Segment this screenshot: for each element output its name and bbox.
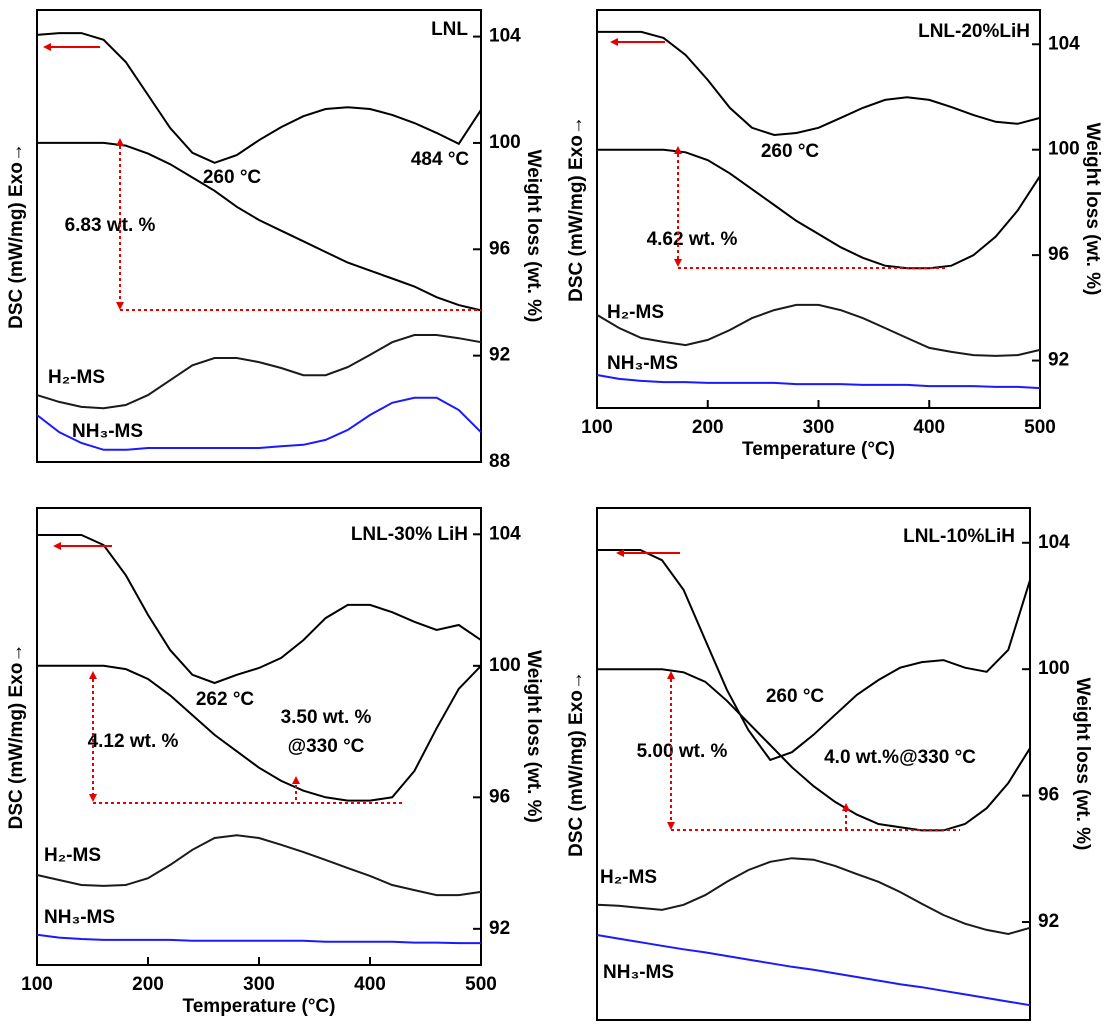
series-label: H₂-MS (600, 867, 657, 888)
y2-tick-label: 104 (489, 523, 521, 544)
annotation: 6.83 wt. % (65, 215, 156, 236)
annotation: 4.62 wt. % (647, 229, 738, 250)
y2-tick-label: 100 (489, 655, 521, 676)
y2-tick-label: 96 (1048, 244, 1069, 265)
y2-tick-label: 92 (489, 345, 510, 366)
y-axis-label: DSC (mW/mg) Exo→ (6, 143, 27, 329)
x-axis-label: Temperature (°C) (742, 439, 895, 460)
y-axis-label: DSC (mW/mg) Exo→ (566, 116, 587, 302)
series-line (36, 834, 482, 897)
y2-tick-label: 88 (489, 451, 510, 472)
annotation: 4.12 wt. % (88, 731, 179, 752)
y2-axis-label: Weight loss (wt. %) (1082, 123, 1103, 296)
plot-frame (596, 507, 1031, 1021)
y2-tick-label: 100 (1048, 139, 1080, 160)
plot-frame (36, 9, 482, 463)
x-axis-label: Temperature (°C) (183, 996, 336, 1017)
series-line (596, 303, 1041, 357)
y2-tick-label: 96 (489, 786, 510, 807)
series-label: NH₃-MS (44, 907, 115, 928)
annotation: 4.0 wt.%@330 °C (824, 747, 976, 768)
series-label: NH₃-MS (72, 421, 143, 442)
y2-tick-label: 96 (489, 238, 510, 259)
panel-title: LNL (431, 19, 468, 40)
series-line (597, 549, 1031, 762)
x-tick-label: 400 (354, 974, 386, 995)
x-tick-label: 100 (581, 417, 613, 438)
annotation: 262 °C (196, 689, 255, 710)
panel-title: LNL-30% LiH (351, 524, 468, 545)
y2-tick-label: 100 (489, 132, 521, 153)
y2-tick-label: 104 (1038, 532, 1070, 553)
x-tick-label: 500 (1024, 417, 1056, 438)
series-label: H₂-MS (48, 367, 105, 388)
x-tick-label: 300 (243, 974, 275, 995)
y2-tick-label: 96 (1038, 785, 1059, 806)
annotation: @330 °C (288, 736, 365, 757)
panel-title: LNL-10%LiH (903, 526, 1015, 547)
x-tick-label: 300 (803, 417, 835, 438)
series-line (596, 857, 1031, 936)
series-line (36, 396, 482, 451)
series-line (36, 933, 481, 945)
y2-tick-label: 100 (1038, 658, 1070, 679)
y2-axis-label: Weight loss (wt. %) (1072, 678, 1093, 851)
series-line (596, 934, 1031, 1007)
y-axis-label: DSC (mW/mg) Exo→ (566, 671, 587, 857)
series-label: H₂-MS (44, 845, 101, 866)
annotation: 260 °C (766, 686, 825, 707)
series-line (596, 374, 1041, 390)
y2-tick-label: 92 (1038, 911, 1059, 932)
annotation: 5.00 wt. % (637, 741, 728, 762)
annotation: 260 °C (203, 167, 262, 188)
annotation: 484 °C (411, 149, 470, 170)
x-tick-label: 100 (21, 974, 53, 995)
plot-frame (596, 9, 1041, 409)
x-tick-label: 500 (465, 974, 497, 995)
series-line (597, 668, 1031, 832)
annotation: 260 °C (761, 141, 820, 162)
x-tick-label: 200 (132, 974, 164, 995)
series-line (37, 534, 482, 685)
annotation: 3.50 wt. % (281, 707, 372, 728)
series-label: NH₃-MS (607, 353, 678, 374)
series-line (36, 334, 482, 410)
y2-tick-label: 104 (1048, 33, 1080, 54)
y-axis-label: DSC (mW/mg) Exo→ (6, 644, 27, 830)
series-line (37, 664, 482, 802)
y2-tick-label: 92 (1048, 350, 1069, 371)
series-line (37, 141, 482, 312)
x-tick-label: 200 (692, 417, 724, 438)
y2-tick-label: 92 (489, 918, 510, 939)
series-line (597, 148, 1041, 270)
x-tick-label: 400 (913, 417, 945, 438)
series-line (36, 32, 482, 164)
y2-axis-label: Weight loss (wt. %) (523, 650, 544, 823)
y2-tick-label: 104 (489, 26, 521, 47)
series-label: H₂-MS (607, 302, 664, 323)
series-line (597, 30, 1041, 137)
y2-axis-label: Weight loss (wt. %) (523, 150, 544, 323)
series-label: NH₃-MS (603, 962, 674, 983)
panel-title: LNL-20%LiH (918, 21, 1030, 42)
